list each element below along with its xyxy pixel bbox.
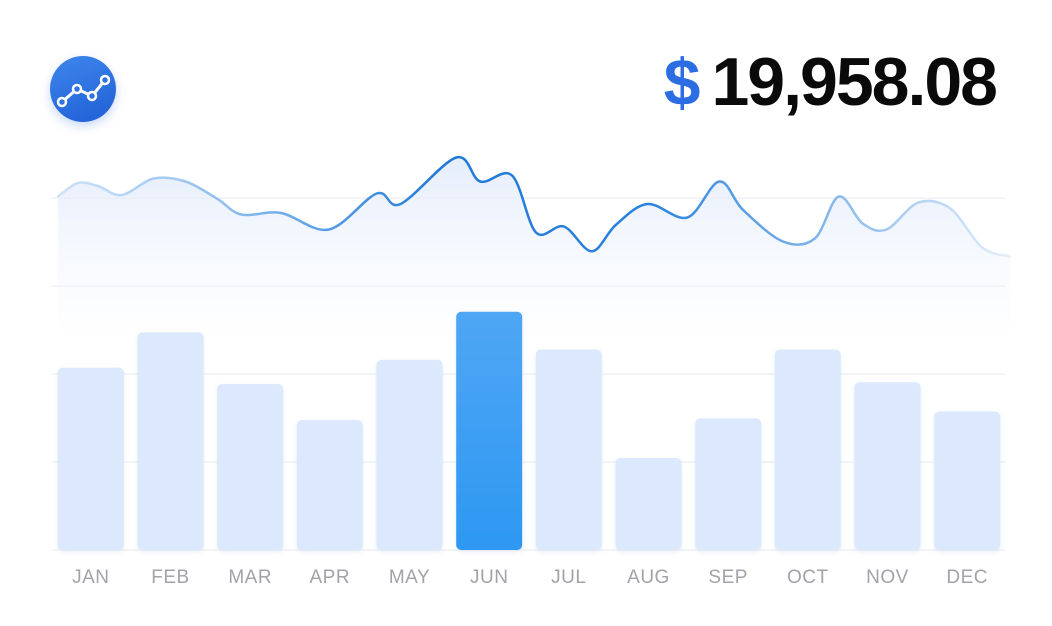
month-label-apr: APR [310, 567, 351, 588]
month-label-oct: OCT [787, 567, 829, 588]
month-label-dec: DEC [946, 567, 988, 588]
month-label-jan: JAN [72, 567, 109, 588]
month-label-sep: SEP [708, 567, 748, 588]
bar-dec[interactable] [934, 411, 1001, 551]
bar-nov[interactable] [854, 382, 921, 550]
bar-may[interactable] [376, 359, 443, 550]
bar-feb[interactable] [137, 332, 204, 550]
bar-oct[interactable] [774, 349, 841, 550]
month-label-may: MAY [389, 567, 430, 588]
month-label-nov: NOV [866, 567, 909, 588]
bar-sep[interactable] [695, 418, 762, 550]
total-amount: $ 19,958.08 [663, 44, 998, 120]
bar-jul[interactable] [535, 349, 602, 550]
month-label-feb: FEB [151, 567, 189, 588]
month-labels: JAN FEB MAR APR MAY JUN JUL AUG SEP OCT NOV DEC [72, 567, 988, 588]
currency-symbol: $ [663, 45, 701, 119]
trend-area [58, 157, 1010, 330]
bars [57, 311, 1001, 551]
trend-line-icon [50, 56, 116, 122]
bar-mar[interactable] [217, 384, 284, 550]
bar-jan[interactable] [57, 367, 124, 550]
trend-line [56, 156, 1012, 258]
total-amount-value: 19,958.08 [711, 44, 998, 120]
month-label-mar: MAR [228, 567, 272, 588]
month-label-aug: AUG [627, 567, 670, 588]
bar-apr[interactable] [296, 420, 363, 550]
bar-jun[interactable] [456, 311, 523, 550]
trend-line-path [56, 156, 1012, 258]
month-label-jul: JUL [551, 567, 586, 588]
trend-area-fill [58, 157, 1010, 330]
bar-aug[interactable] [615, 458, 682, 550]
month-label-jun: JUN [470, 567, 508, 588]
